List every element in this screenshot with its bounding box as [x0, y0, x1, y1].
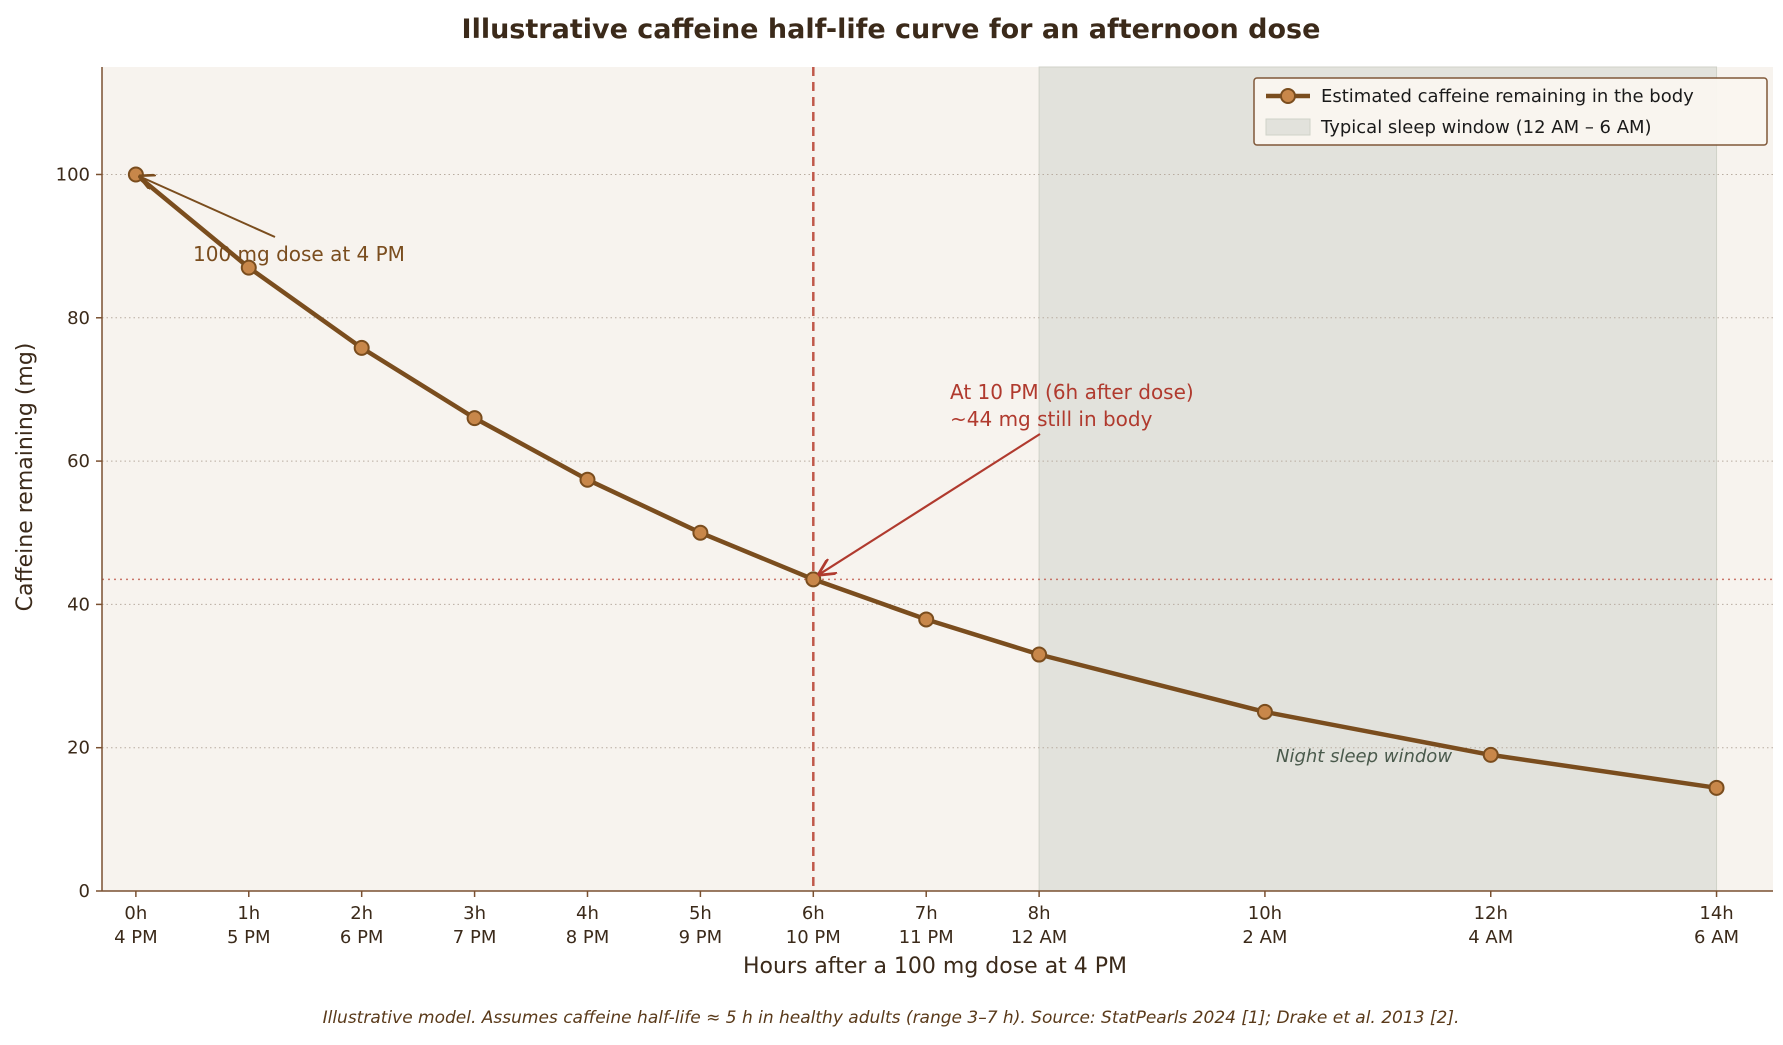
x-tick-label-hours: 6h	[802, 903, 825, 924]
sleep-window-band	[1038, 66, 1718, 892]
data-point	[1482, 746, 1499, 763]
x-tick-label-clock: 4 PM	[114, 927, 158, 948]
legend-marker-swatch	[1280, 88, 1296, 104]
x-tick-label-clock: 12 AM	[1011, 927, 1067, 948]
data-point	[692, 524, 709, 541]
data-point	[805, 571, 822, 588]
ten-pm-annotation-arrow	[819, 433, 1041, 574]
x-tick-label-clock: 7 PM	[453, 927, 497, 948]
ten-pm-annotation-line1: At 10 PM (6h after dose)	[950, 380, 1194, 404]
footnote: Illustrative model. Assumes caffeine hal…	[323, 1008, 1460, 1028]
x-tick-label-hours: 3h	[463, 903, 486, 924]
x-tick-label-hours: 7h	[915, 903, 938, 924]
dose-annotation-text: 100 mg dose at 4 PM	[193, 242, 405, 266]
data-point	[240, 259, 257, 276]
x-tick-label-hours: 12h	[1474, 903, 1508, 924]
x-tick-label-clock: 9 PM	[679, 927, 723, 948]
data-point	[353, 339, 370, 356]
y-tick-label: 0	[79, 881, 90, 902]
legend-series-label: Estimated caffeine remaining in the body	[1321, 86, 1694, 107]
y-tick-label: 20	[67, 738, 90, 759]
y-axis-label: Caffeine remaining (mg)	[13, 343, 38, 612]
dose-annotation-arrow	[140, 176, 276, 238]
chart-title: Illustrative caffeine half-life curve fo…	[462, 14, 1321, 45]
x-tick-label-hours: 5h	[689, 903, 712, 924]
series-line	[133, 172, 1719, 791]
x-tick-label-hours: 2h	[350, 903, 373, 924]
x-tick-label-clock: 5 PM	[227, 927, 271, 948]
y-tick-label: 80	[67, 308, 90, 329]
data-point	[1256, 703, 1273, 720]
x-tick-label-hours: 0h	[124, 903, 147, 924]
x-tick-label-clock: 4 AM	[1468, 927, 1513, 948]
data-point	[1031, 646, 1048, 663]
y-tick-label: 100	[56, 164, 90, 185]
data-point	[918, 611, 935, 628]
x-tick-label-clock: 6 PM	[340, 927, 384, 948]
data-point	[1708, 779, 1725, 796]
plot-area: 0 20 40 60 80 100 0h 4 PM 1h 5 PM 2h 6 PM 3h 7 PM 4h 8 …	[56, 66, 1773, 948]
x-axis-label: Hours after a 100 mg dose at 4 PM	[743, 954, 1127, 979]
ten-pm-annotation-line2: ~44 mg still in body	[950, 407, 1153, 431]
x-tick-label-clock: 10 PM	[786, 927, 841, 948]
x-tick-label-hours: 8h	[1028, 903, 1051, 924]
legend-box	[1253, 77, 1768, 146]
sleep-window-annotation: Night sleep window	[1276, 746, 1452, 767]
legend-sleep-swatch	[1265, 118, 1311, 136]
x-tick-label-clock: 8 PM	[566, 927, 610, 948]
x-tick-label-hours: 1h	[237, 903, 260, 924]
data-point	[466, 410, 483, 427]
y-tick-label: 40	[67, 594, 90, 615]
y-tick-label: 60	[67, 451, 90, 472]
x-tick-label-hours: 4h	[576, 903, 599, 924]
x-tick-label-clock: 6 AM	[1694, 927, 1739, 948]
x-tick-label-hours: 14h	[1699, 903, 1733, 924]
x-tick-label-clock: 11 PM	[899, 927, 954, 948]
x-tick-label-hours: 10h	[1248, 903, 1282, 924]
x-tick-label-clock: 2 AM	[1242, 927, 1287, 948]
data-point	[579, 471, 596, 488]
legend-sleep-label: Typical sleep window (12 AM – 6 AM)	[1320, 117, 1652, 138]
data-point	[127, 166, 144, 183]
